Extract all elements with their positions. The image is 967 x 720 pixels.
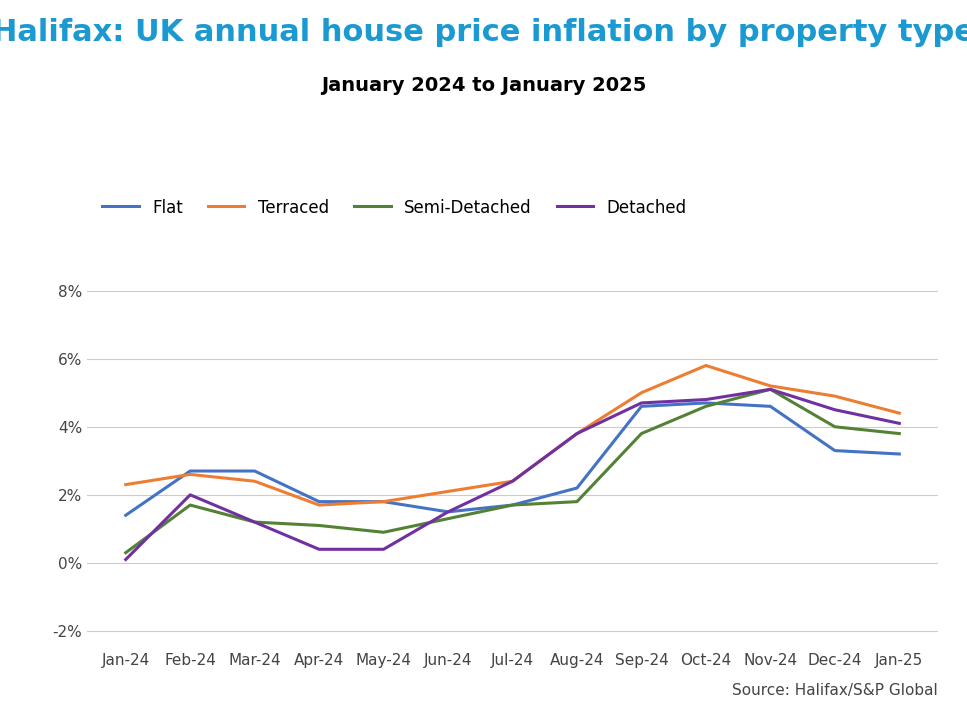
Terraced [185, 470, 196, 479]
Flat [507, 500, 518, 509]
Terraced [507, 477, 518, 485]
Text: January 2024 to January 2025: January 2024 to January 2025 [321, 76, 646, 94]
Detached [635, 399, 647, 408]
Terraced [700, 361, 712, 370]
Terraced [765, 382, 777, 390]
Detached [571, 429, 583, 438]
Semi-Detached [249, 518, 260, 526]
Semi-Detached [635, 429, 647, 438]
Flat [571, 484, 583, 492]
Detached [507, 477, 518, 485]
Terraced [378, 498, 390, 506]
Terraced [249, 477, 260, 485]
Semi-Detached [829, 423, 840, 431]
Semi-Detached [442, 514, 454, 523]
Flat [829, 446, 840, 455]
Detached [894, 419, 905, 428]
Semi-Detached [378, 528, 390, 536]
Semi-Detached [185, 500, 196, 509]
Detached [442, 508, 454, 516]
Line: Semi-Detached: Semi-Detached [126, 390, 899, 553]
Detached [765, 385, 777, 394]
Flat [442, 508, 454, 516]
Semi-Detached [700, 402, 712, 410]
Flat [120, 511, 132, 520]
Text: Halifax: UK annual house price inflation by property type: Halifax: UK annual house price inflation… [0, 18, 967, 47]
Detached [829, 405, 840, 414]
Detached [249, 518, 260, 526]
Semi-Detached [765, 385, 777, 394]
Flat [313, 498, 325, 506]
Flat [894, 450, 905, 459]
Detached [700, 395, 712, 404]
Terraced [120, 480, 132, 489]
Flat [635, 402, 647, 410]
Terraced [571, 429, 583, 438]
Terraced [894, 409, 905, 418]
Flat [249, 467, 260, 475]
Semi-Detached [571, 498, 583, 506]
Text: Source: Halifax/S&P Global: Source: Halifax/S&P Global [732, 683, 938, 698]
Line: Detached: Detached [126, 390, 899, 559]
Detached [120, 555, 132, 564]
Terraced [442, 487, 454, 496]
Detached [185, 490, 196, 499]
Terraced [635, 388, 647, 397]
Semi-Detached [120, 549, 132, 557]
Detached [313, 545, 325, 554]
Semi-Detached [507, 500, 518, 509]
Line: Terraced: Terraced [126, 366, 899, 505]
Legend: Flat, Terraced, Semi-Detached, Detached: Flat, Terraced, Semi-Detached, Detached [96, 192, 693, 223]
Flat [185, 467, 196, 475]
Detached [378, 545, 390, 554]
Semi-Detached [894, 429, 905, 438]
Semi-Detached [313, 521, 325, 530]
Terraced [313, 500, 325, 509]
Line: Flat: Flat [126, 403, 899, 516]
Flat [765, 402, 777, 410]
Flat [378, 498, 390, 506]
Terraced [829, 392, 840, 400]
Flat [700, 399, 712, 408]
